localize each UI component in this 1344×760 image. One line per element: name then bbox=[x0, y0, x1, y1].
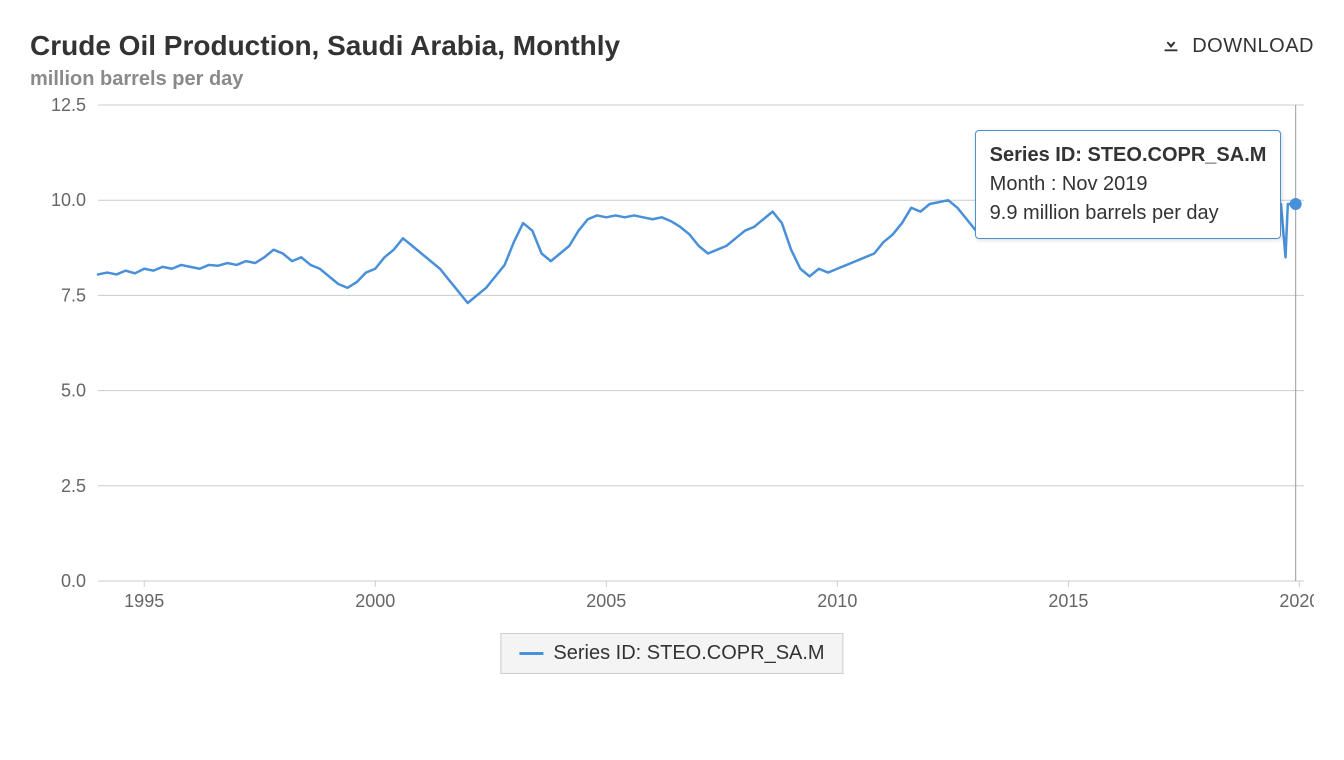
chart-tooltip: Series ID: STEO.COPR_SA.M Month : Nov 20… bbox=[975, 130, 1282, 239]
header-row: Crude Oil Production, Saudi Arabia, Mont… bbox=[30, 30, 1314, 62]
download-icon bbox=[1160, 32, 1182, 60]
download-button[interactable]: DOWNLOAD bbox=[1160, 32, 1314, 60]
chart-wrap: 0.0 2.5 5.0 7.5 10.0 12.5 1995 2000 2005 2010 2015… bbox=[30, 95, 1314, 620]
tooltip-value: 9.9 million barrels per day bbox=[990, 199, 1267, 228]
legend-swatch bbox=[519, 652, 543, 655]
svg-text:12.5: 12.5 bbox=[51, 95, 86, 115]
svg-text:2000: 2000 bbox=[355, 591, 395, 611]
svg-text:0.0: 0.0 bbox=[61, 571, 86, 591]
svg-text:2020: 2020 bbox=[1279, 591, 1314, 611]
download-label: DOWNLOAD bbox=[1192, 35, 1314, 58]
svg-text:2.5: 2.5 bbox=[61, 476, 86, 496]
legend-label: Series ID: STEO.COPR_SA.M bbox=[553, 642, 824, 665]
svg-text:5.0: 5.0 bbox=[61, 381, 86, 401]
chart-container: Crude Oil Production, Saudi Arabia, Mont… bbox=[0, 0, 1344, 760]
svg-text:2010: 2010 bbox=[817, 591, 857, 611]
tooltip-series-id: Series ID: STEO.COPR_SA.M bbox=[990, 141, 1267, 170]
svg-text:1995: 1995 bbox=[124, 591, 164, 611]
svg-text:2005: 2005 bbox=[586, 591, 626, 611]
tooltip-month: Month : Nov 2019 bbox=[990, 170, 1267, 199]
svg-text:7.5: 7.5 bbox=[61, 285, 86, 305]
chart-subtitle: million barrels per day bbox=[30, 68, 1314, 91]
chart-title: Crude Oil Production, Saudi Arabia, Mont… bbox=[30, 30, 620, 62]
chart-legend[interactable]: Series ID: STEO.COPR_SA.M bbox=[500, 633, 843, 674]
svg-text:10.0: 10.0 bbox=[51, 190, 86, 210]
svg-text:2015: 2015 bbox=[1048, 591, 1088, 611]
